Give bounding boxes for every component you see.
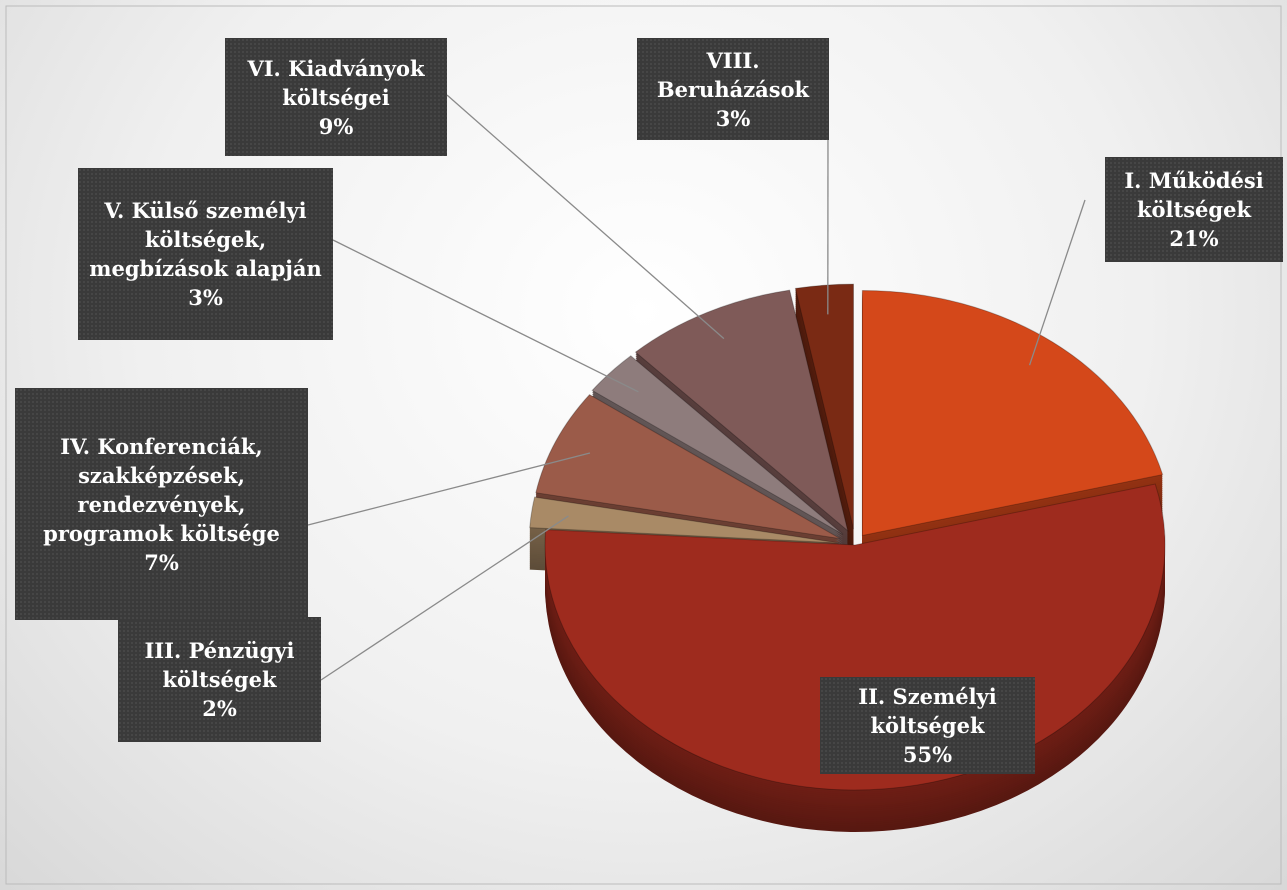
data-label: VIII. Beruházások 3% xyxy=(637,38,829,140)
value-label: 3% xyxy=(188,285,223,310)
category-label: I. Működési költségek xyxy=(1124,168,1264,222)
category-label: II. Személyi költségek xyxy=(858,684,997,738)
slice xyxy=(861,290,1164,537)
value-label: 3% xyxy=(715,105,751,131)
category-label: VI. Kiadványok költségei xyxy=(247,55,425,110)
slice xyxy=(591,355,844,535)
value-label: 9% xyxy=(318,113,354,139)
category-label: III. Pénzügyi költségek xyxy=(144,638,295,692)
data-label: II. Személyi költségek 55% xyxy=(820,677,1035,774)
value-label: 7% xyxy=(144,549,179,575)
leader-line xyxy=(307,452,591,526)
data-label: VI. Kiadványok költségei 9% xyxy=(225,38,447,156)
value-label: 55% xyxy=(902,742,953,767)
category-label: IV. Konferenciák, szakképzések, rendezvé… xyxy=(43,433,280,546)
value-label: 2% xyxy=(202,696,237,721)
frame xyxy=(5,5,1282,885)
leader-line xyxy=(332,239,639,393)
value-label: 21% xyxy=(1169,226,1219,251)
leader-line xyxy=(320,515,569,681)
slice xyxy=(535,394,841,540)
slice xyxy=(529,496,840,544)
data-label: V. Külső személyi költségek, megbízások … xyxy=(78,168,333,340)
slice xyxy=(794,283,854,530)
leader-line xyxy=(1028,199,1086,366)
slice xyxy=(634,289,849,533)
data-label: I. Működési költségek 21% xyxy=(1105,157,1283,262)
leader-line xyxy=(446,94,725,340)
category-label: VIII. Beruházások xyxy=(656,47,810,102)
data-label: IV. Konferenciák, szakképzések, rendezvé… xyxy=(15,388,308,620)
data-label: III. Pénzügyi költségek 2% xyxy=(118,617,321,742)
category-label: V. Külső személyi költségek, megbízások … xyxy=(89,198,322,281)
